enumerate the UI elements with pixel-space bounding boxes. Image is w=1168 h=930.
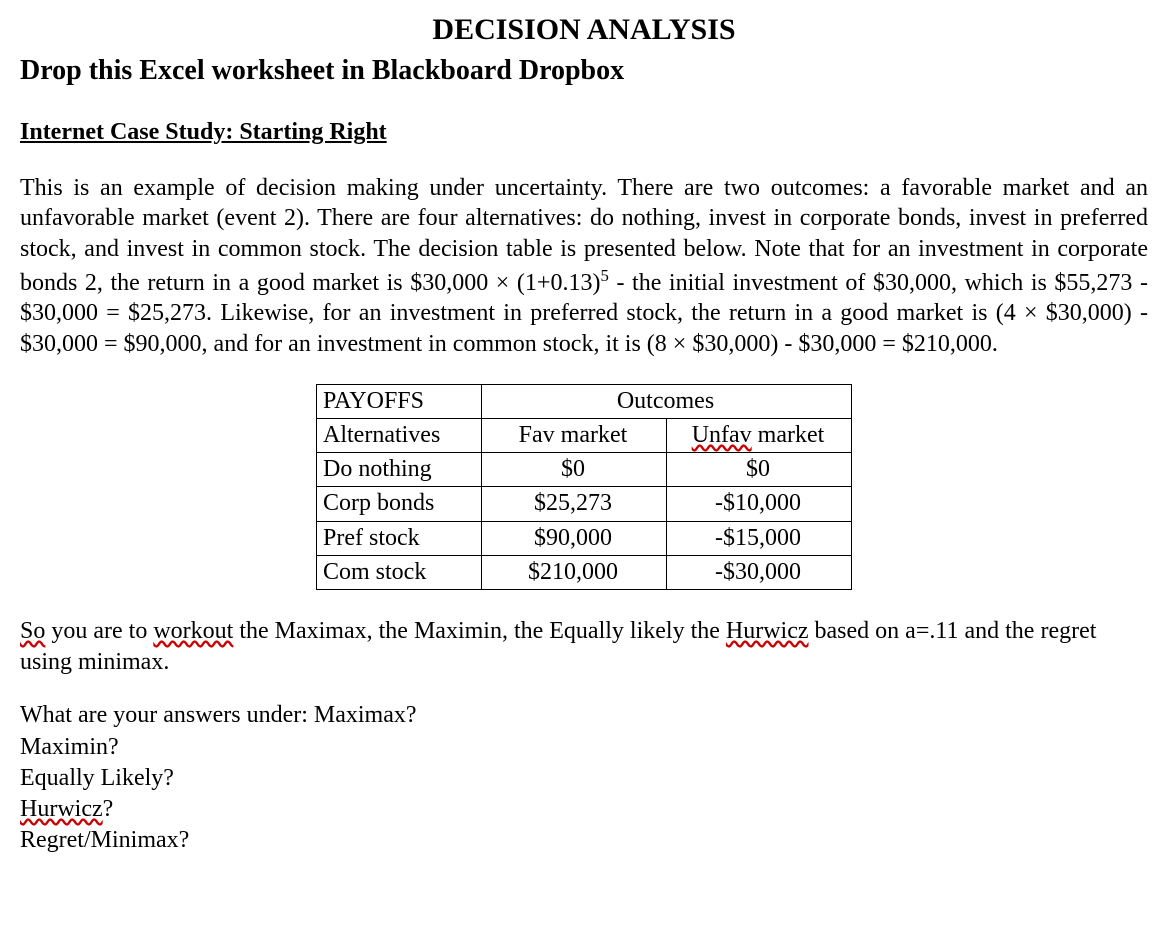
table-row: Pref stock $90,000 -$15,000: [317, 521, 852, 555]
question-maximax: What are your answers under: Maximax?: [20, 700, 1148, 731]
alt-cell: Corp bonds: [317, 487, 482, 521]
table-row: Com stock $210,000 -$30,000: [317, 555, 852, 589]
workout-word: workout: [153, 618, 233, 644]
unfav-cell: -$10,000: [667, 487, 852, 521]
so-word: So: [20, 618, 45, 644]
instruction-paragraph: So you are to workout the Maximax, the M…: [20, 616, 1148, 678]
unfav-word: Unfav: [692, 422, 752, 448]
alt-cell: Do nothing: [317, 453, 482, 487]
payoff-table-container: PAYOFFS Outcomes Alternatives Fav market…: [20, 384, 1148, 590]
payoff-table: PAYOFFS Outcomes Alternatives Fav market…: [316, 384, 852, 590]
unfav-cell: $0: [667, 453, 852, 487]
payoffs-header-cell: PAYOFFS: [317, 384, 482, 418]
unfav-cell: -$15,000: [667, 521, 852, 555]
instr-mid2: the Maximax, the Maximin, the Equally li…: [233, 618, 726, 644]
alt-cell: Pref stock: [317, 521, 482, 555]
alt-cell: Com stock: [317, 555, 482, 589]
unfav-rest: market: [752, 422, 825, 448]
fav-cell: $25,273: [482, 487, 667, 521]
question-equally-likely: Equally Likely?: [20, 763, 1148, 794]
document-title: DECISION ANALYSIS: [20, 10, 1148, 49]
questions-block: What are your answers under: Maximax? Ma…: [20, 700, 1148, 856]
fav-cell: $210,000: [482, 555, 667, 589]
unfav-cell: -$30,000: [667, 555, 852, 589]
question-regret-minimax: Regret/Minimax?: [20, 825, 1148, 856]
hurwicz-question-word: Hurwicz: [20, 796, 103, 822]
fav-cell: $90,000: [482, 521, 667, 555]
alternatives-header-cell: Alternatives: [317, 419, 482, 453]
question-hurwicz: Hurwicz?: [20, 794, 1148, 825]
hurwicz-word: Hurwicz: [726, 618, 809, 644]
table-header-row-2: Alternatives Fav market Unfav market: [317, 419, 852, 453]
question-maximin: Maximin?: [20, 732, 1148, 763]
exponent-five: 5: [600, 266, 608, 285]
table-row: Corp bonds $25,273 -$10,000: [317, 487, 852, 521]
hurwicz-question-rest: ?: [103, 796, 114, 822]
table-header-row-1: PAYOFFS Outcomes: [317, 384, 852, 418]
fav-market-header-cell: Fav market: [482, 419, 667, 453]
fav-cell: $0: [482, 453, 667, 487]
table-row: Do nothing $0 $0: [317, 453, 852, 487]
document-subtitle: Drop this Excel worksheet in Blackboard …: [20, 53, 1148, 89]
unfav-market-header-cell: Unfav market: [667, 419, 852, 453]
outcomes-header-cell: Outcomes: [482, 384, 852, 418]
section-heading: Internet Case Study: Starting Right: [20, 117, 1148, 148]
instr-mid1: you are to: [45, 618, 153, 644]
body-paragraph: This is an example of decision making un…: [20, 173, 1148, 360]
